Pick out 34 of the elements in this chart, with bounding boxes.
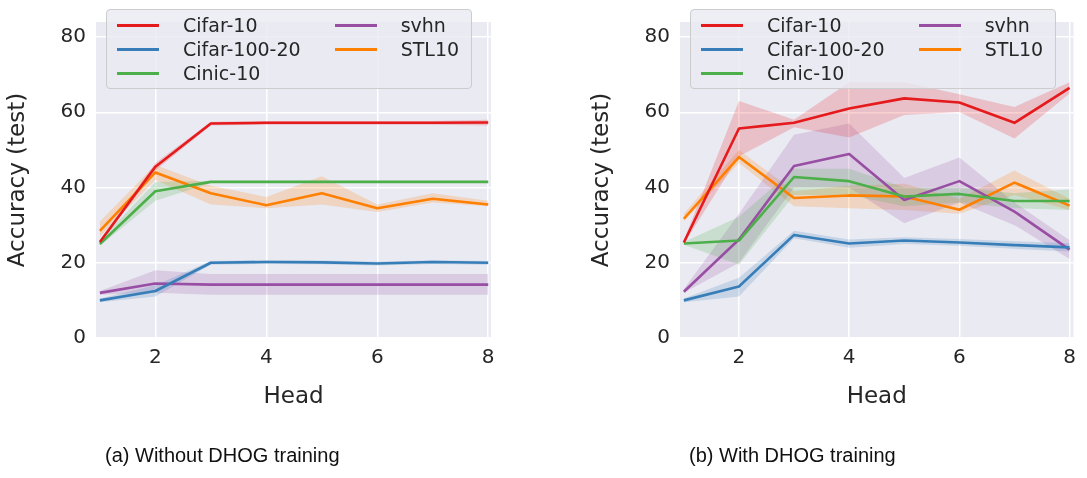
y-tick-label: 20 <box>60 248 86 273</box>
text: (b) With DHOG training <box>689 444 896 467</box>
y-tick-label: 80 <box>644 23 670 48</box>
y-tick-label: 60 <box>644 98 670 123</box>
y-tick-label: 0 <box>73 324 86 349</box>
legend-label: Cinic-10 <box>183 62 261 84</box>
x-tick-label: 4 <box>259 344 273 369</box>
x-axis-title: Head <box>263 382 324 409</box>
y-tick-label: 80 <box>60 23 86 48</box>
y-tick-label: 20 <box>644 248 670 273</box>
y-tick-label: 40 <box>60 173 86 198</box>
x-tick-label: 8 <box>481 344 495 369</box>
x-tick-label: 6 <box>370 344 384 369</box>
legend-label: Cifar-10 <box>183 14 258 36</box>
x-tick-label: 8 <box>1063 344 1076 369</box>
x-tick-label: 2 <box>148 344 162 369</box>
x-tick-label: 6 <box>953 344 966 369</box>
y-tick-label: 40 <box>644 173 670 198</box>
legend-label: Cifar-100-20 <box>767 38 885 60</box>
legend-label: STL10 <box>400 38 460 60</box>
text: (a) Without DHOG training <box>105 444 340 467</box>
legend-label: Cifar-100-20 <box>183 38 301 60</box>
legend-label: Cinic-10 <box>767 62 845 84</box>
x-axis-title: Head <box>846 382 907 409</box>
y-axis-title: Accuracy (test) <box>586 92 613 268</box>
legend-label: STL10 <box>984 38 1044 60</box>
x-tick-label: 2 <box>732 344 746 369</box>
y-axis-title: Accuracy (test) <box>2 92 29 268</box>
x-tick-label: 4 <box>842 344 856 369</box>
legend-label: Cifar-10 <box>767 14 842 36</box>
legend-label: svhn <box>984 14 1030 36</box>
y-tick-label: 60 <box>60 98 86 123</box>
y-tick-label: 0 <box>657 324 670 349</box>
legend-label: svhn <box>400 14 446 36</box>
